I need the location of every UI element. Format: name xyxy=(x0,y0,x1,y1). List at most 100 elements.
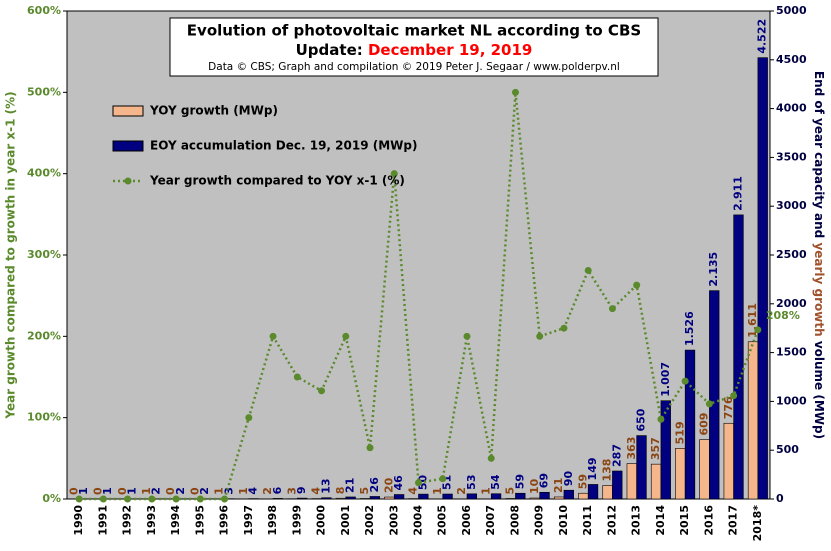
x-tick-label: 1995 xyxy=(193,505,206,536)
bar xyxy=(345,496,356,500)
data-label: 26 xyxy=(368,477,381,493)
title-box xyxy=(169,17,659,77)
line-point xyxy=(269,332,277,340)
x-tick-label: 2003 xyxy=(387,505,400,536)
x-tick-label: 2002 xyxy=(363,505,376,536)
data-label: 1 xyxy=(431,487,444,495)
plot-area xyxy=(66,10,771,500)
bar xyxy=(660,400,671,500)
x-tick-label: 2006 xyxy=(460,505,473,536)
y-tick-label: 600% xyxy=(27,4,61,17)
y2-axis-label: End of year capacity and yearly growth v… xyxy=(813,71,827,439)
bar xyxy=(602,485,613,500)
x-tick-label: 1992 xyxy=(121,505,134,536)
y2-tick-label: 1500 xyxy=(776,346,807,359)
x-tick-label: 2013 xyxy=(630,505,643,536)
legend-label: Year growth compared to YOY x-1 (%) xyxy=(149,174,405,188)
data-label: 50 xyxy=(416,474,429,490)
data-label: 138 xyxy=(601,459,614,482)
bar xyxy=(636,435,647,500)
bar xyxy=(393,494,405,500)
data-label: 1.526 xyxy=(683,311,696,346)
data-label: 1 xyxy=(125,487,138,495)
data-label: 4 xyxy=(247,487,260,495)
data-label: 10 xyxy=(528,478,541,494)
data-label: 8 xyxy=(334,487,347,495)
bar xyxy=(418,493,429,500)
data-label: 3 xyxy=(222,487,235,495)
x-tick-label: 2011 xyxy=(581,505,594,536)
bar xyxy=(384,496,395,500)
line-point xyxy=(245,414,253,422)
line-point xyxy=(415,479,422,487)
legend-swatch xyxy=(112,105,144,117)
data-label: 1 xyxy=(140,487,153,495)
line-point xyxy=(439,475,447,483)
line-point xyxy=(608,305,616,313)
y2-tick-label: 4500 xyxy=(776,53,807,66)
x-tick-label: 1996 xyxy=(218,505,231,536)
data-label: 1 xyxy=(479,487,492,495)
y2-tick-label: 500 xyxy=(776,443,799,456)
bar xyxy=(612,470,623,500)
data-label: 609 xyxy=(698,413,711,436)
legend-label: EOY accumulation Dec. 19, 2019 (MWp) xyxy=(150,139,417,153)
x-tick-label: 1990 xyxy=(72,505,85,536)
data-label: 59 xyxy=(576,474,589,489)
line-point xyxy=(754,326,762,334)
data-label: 59 xyxy=(513,474,526,489)
data-label: 13 xyxy=(319,478,332,493)
data-label: 519 xyxy=(673,421,686,444)
bar xyxy=(515,492,526,500)
data-label: 1 xyxy=(213,487,226,495)
y-tick-label: 300% xyxy=(27,248,61,261)
data-label: 4 xyxy=(310,487,323,495)
line-point xyxy=(511,88,519,96)
bar xyxy=(757,57,768,500)
x-tick-label: 1994 xyxy=(169,505,182,536)
y-tick-label: 0% xyxy=(42,492,61,505)
line-point xyxy=(536,332,544,340)
data-label: 5 xyxy=(504,487,517,495)
y-tick-label: 100% xyxy=(27,411,61,424)
data-label: 2 xyxy=(150,487,163,495)
subtitle-prefix: Update: xyxy=(296,41,368,59)
bar xyxy=(272,498,284,500)
data-label: 650 xyxy=(635,408,648,431)
data-label: 20 xyxy=(382,477,395,493)
data-label: 2 xyxy=(261,487,274,495)
bar xyxy=(466,493,477,500)
x-tick-label: 2000 xyxy=(315,505,328,536)
bar xyxy=(626,463,637,500)
data-label: 2 xyxy=(455,487,468,495)
bar xyxy=(321,497,332,500)
bar xyxy=(529,497,541,500)
x-tick-label: 2014 xyxy=(654,505,667,536)
bar xyxy=(684,349,696,500)
credit: Data © CBS; Graph and compilation © 2019… xyxy=(208,61,620,73)
line-point xyxy=(221,495,229,503)
bar xyxy=(490,493,502,500)
bar xyxy=(747,341,759,500)
x-tick-label: 1997 xyxy=(242,505,255,536)
bar xyxy=(650,463,662,500)
line-point xyxy=(196,495,204,503)
line-point xyxy=(293,373,301,381)
bar xyxy=(296,497,308,500)
x-tick-label: 1999 xyxy=(290,505,303,536)
data-label: 149 xyxy=(586,457,599,480)
data-label: 2.911 xyxy=(731,176,744,211)
data-label: 1 xyxy=(237,487,250,495)
x-tick-label: 2017 xyxy=(727,505,740,536)
data-label: 54 xyxy=(489,474,502,490)
data-label: 4 xyxy=(407,487,420,495)
line-point xyxy=(124,495,132,503)
data-label: 0 xyxy=(164,487,177,495)
y2-tick-label: 2500 xyxy=(776,248,807,261)
line-point xyxy=(584,266,592,274)
bar xyxy=(723,422,734,500)
data-label: 208% xyxy=(766,309,800,322)
data-label: 0 xyxy=(188,487,201,495)
data-label: 1 xyxy=(101,487,114,495)
line-point xyxy=(342,332,350,340)
